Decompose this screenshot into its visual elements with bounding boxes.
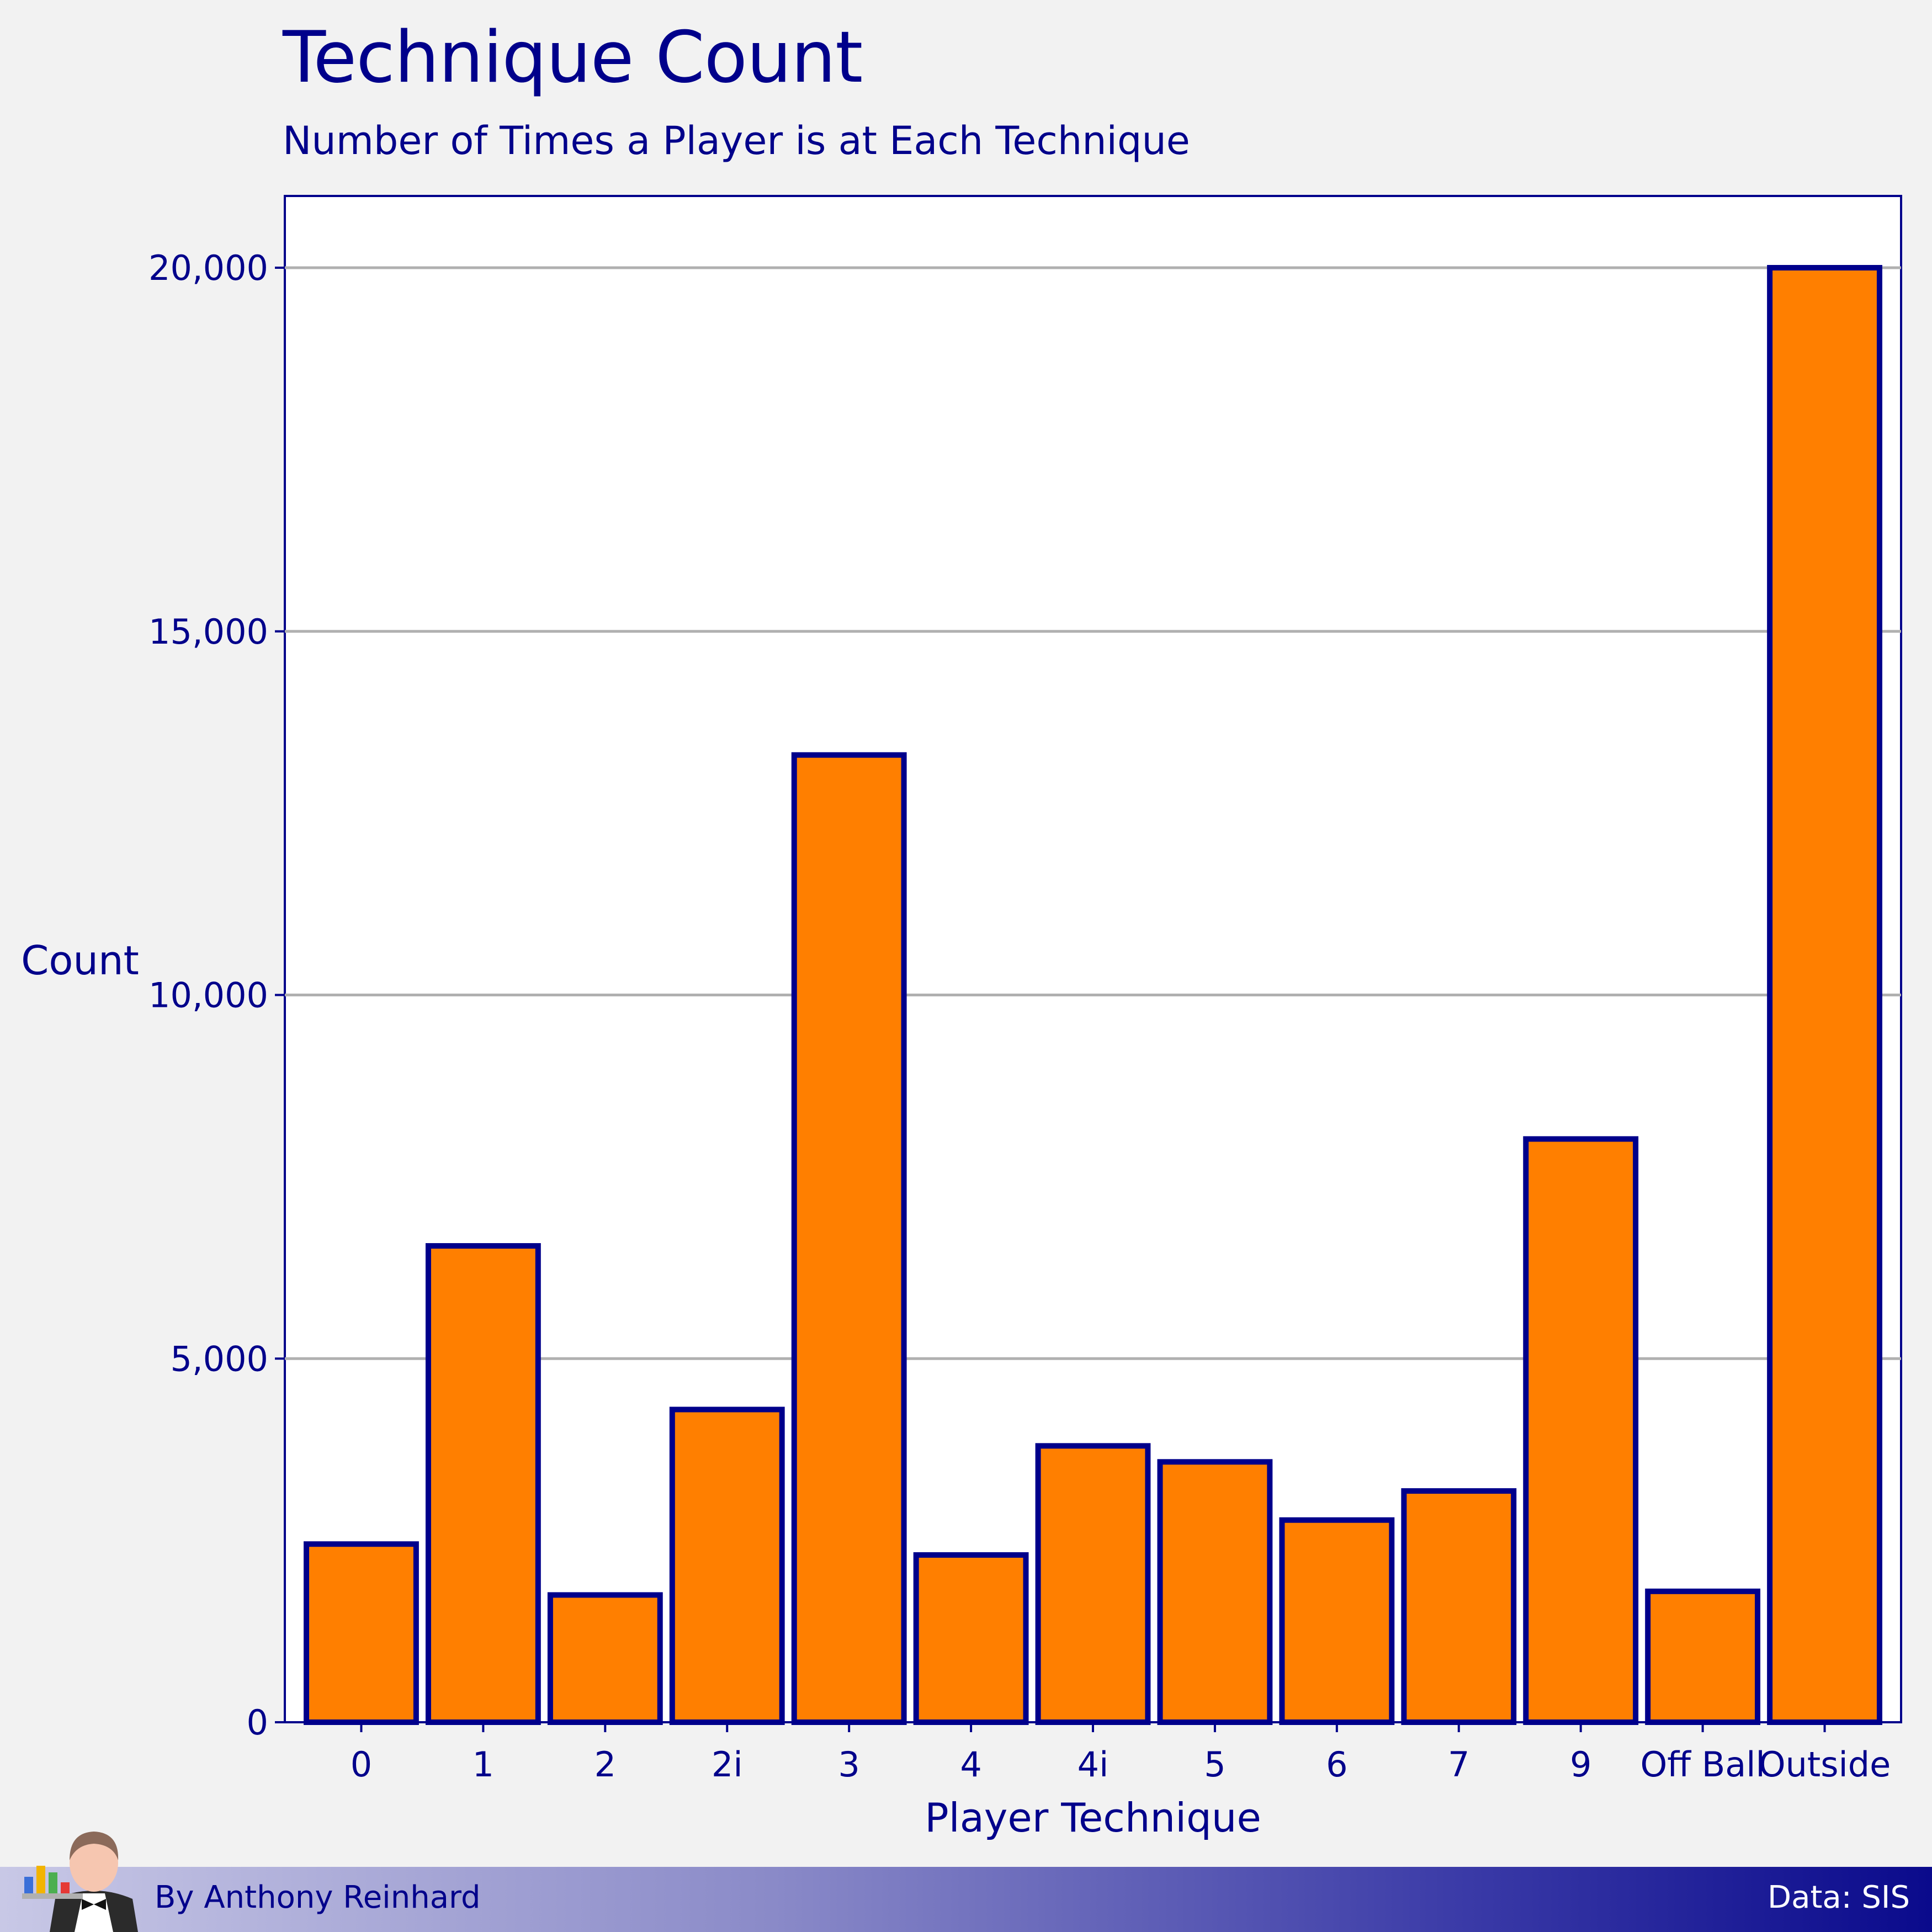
axes: 0 5,000 10,000 15,000 20,000 0 1 2 2i 3 4 4i 5 6 7 9 Off… bbox=[148, 248, 1901, 1785]
bar-6 bbox=[1279, 1517, 1395, 1726]
x-tick-label: 0 bbox=[351, 1744, 372, 1785]
x-tick-label: 7 bbox=[1448, 1744, 1469, 1785]
x-tick-label: Off Ball bbox=[1641, 1744, 1765, 1785]
footer-source: Data: SIS bbox=[1768, 1880, 1910, 1915]
x-tick-label: 6 bbox=[1326, 1744, 1347, 1785]
x-tick-label: 4i bbox=[1078, 1744, 1109, 1785]
bar-2i bbox=[669, 1406, 785, 1726]
footer-bar bbox=[0, 1867, 1932, 1932]
bar-off-ball bbox=[1645, 1588, 1761, 1726]
chart-subtitle: Number of Times a Player is at Each Tech… bbox=[283, 118, 1190, 163]
bar-5 bbox=[1157, 1459, 1273, 1725]
bar-outside bbox=[1767, 265, 1882, 1725]
x-tick-label: Outside bbox=[1759, 1744, 1891, 1785]
chart-title: Technique Count bbox=[283, 17, 863, 99]
footer-author: By Anthony Reinhard bbox=[155, 1880, 481, 1915]
x-tick-label: 5 bbox=[1204, 1744, 1225, 1785]
bar-7 bbox=[1401, 1488, 1517, 1725]
x-tick-label: 1 bbox=[473, 1744, 494, 1785]
bar-2 bbox=[547, 1592, 663, 1725]
bar-3 bbox=[791, 752, 907, 1725]
x-tick-label: 2 bbox=[595, 1744, 616, 1785]
y-tick-label: 10,000 bbox=[148, 975, 268, 1016]
bar-9 bbox=[1523, 1136, 1639, 1725]
x-tick-label: 2i bbox=[712, 1744, 743, 1785]
waiter-logo-icon bbox=[22, 1832, 138, 1932]
bar-4 bbox=[913, 1552, 1029, 1726]
x-tick-label: 4 bbox=[960, 1744, 981, 1785]
y-tick-label: 15,000 bbox=[148, 612, 268, 652]
y-tick-label: 0 bbox=[247, 1702, 268, 1743]
bar-0 bbox=[304, 1541, 419, 1725]
y-tick-label: 5,000 bbox=[171, 1339, 269, 1379]
x-tick-label: 9 bbox=[1570, 1744, 1591, 1785]
x-axis-label: Player Technique bbox=[925, 1795, 1261, 1841]
bar-4i bbox=[1035, 1443, 1151, 1726]
x-tick-label: 3 bbox=[838, 1744, 859, 1785]
y-axis-label: Count bbox=[21, 937, 139, 984]
y-tick-label: 20,000 bbox=[148, 248, 268, 288]
bar-1 bbox=[425, 1243, 541, 1726]
